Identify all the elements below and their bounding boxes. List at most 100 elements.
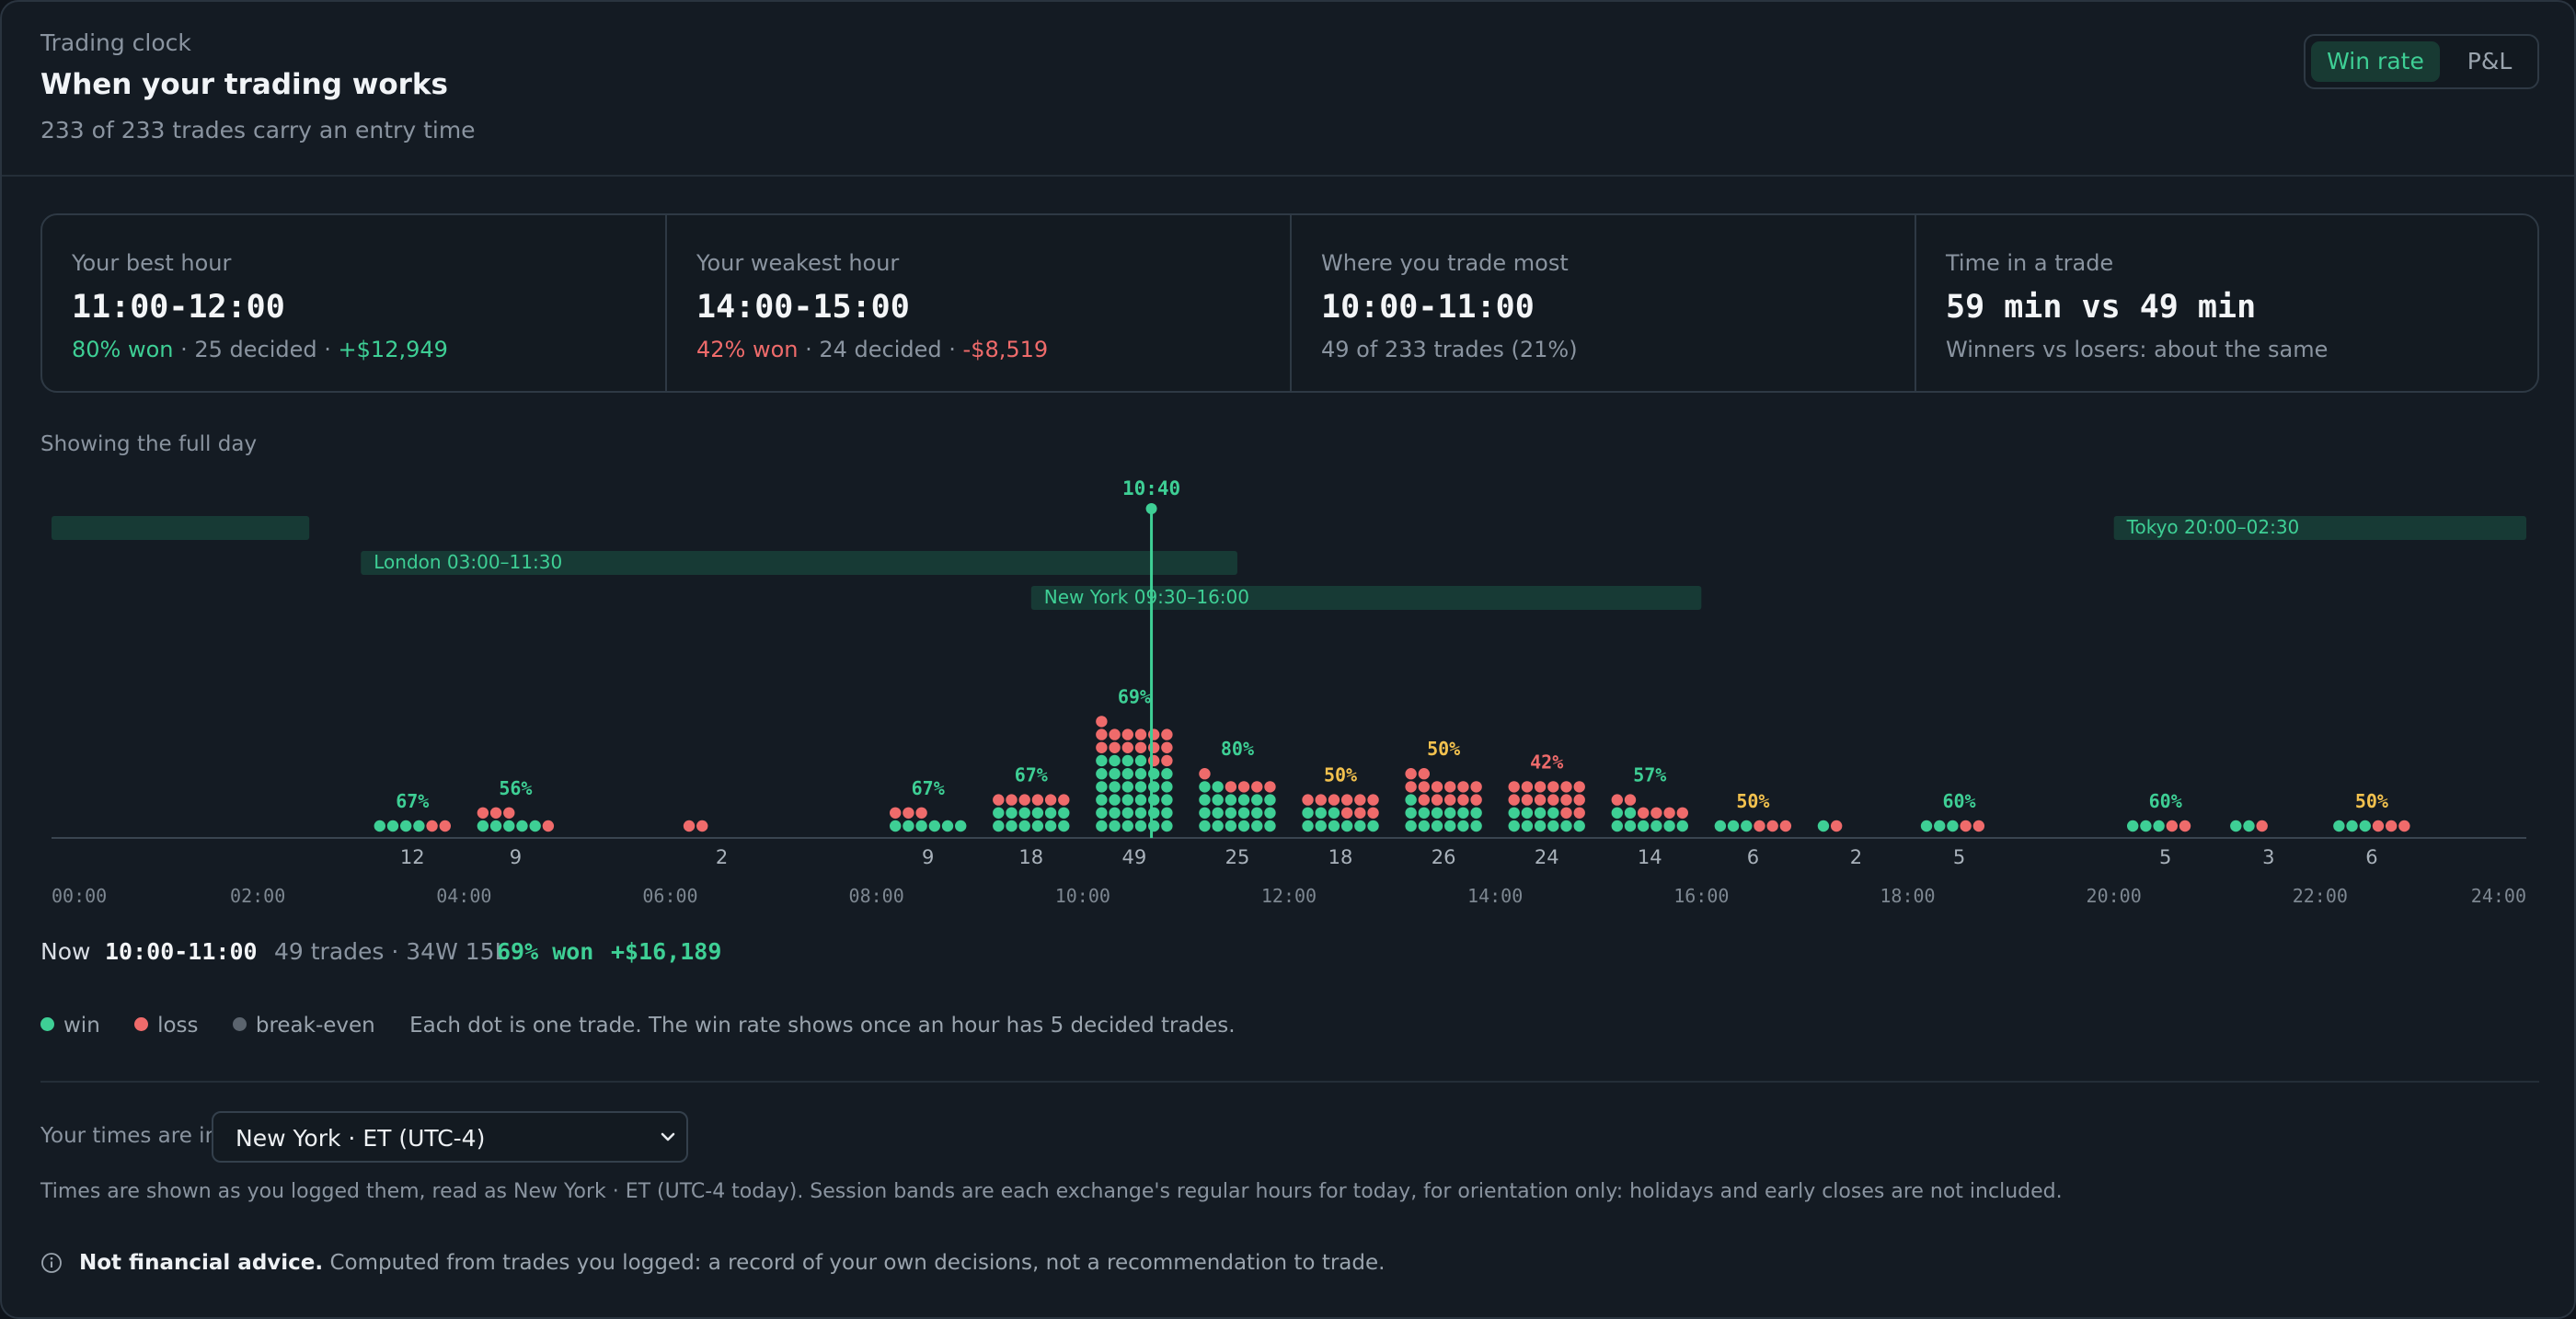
win-dot — [1470, 820, 1482, 832]
win-dot — [1251, 820, 1263, 832]
win-rate-label: 50% — [2355, 790, 2388, 812]
stat-note-pnl: -$8,519 — [962, 337, 1049, 362]
loss-dot — [1508, 781, 1520, 793]
toggle-win-rate[interactable]: Win rate — [2311, 41, 2440, 82]
stat-note-rate: 80% won — [72, 337, 174, 362]
loss-dot — [1624, 794, 1637, 806]
loss-dot — [1405, 768, 1417, 780]
loss-dot — [1444, 781, 1456, 793]
loss-dot — [903, 807, 914, 819]
win-dot — [1354, 820, 1366, 832]
loss-dot — [683, 820, 696, 832]
loss-dot — [1418, 794, 1431, 806]
win-dot — [1340, 820, 1353, 832]
win-dot — [2346, 820, 2358, 832]
win-dot — [1663, 820, 1675, 832]
loss-dot — [1560, 794, 1572, 806]
win-dot — [1328, 820, 1340, 832]
win-dot — [903, 820, 914, 832]
loss-dot — [1418, 768, 1431, 780]
loss-dot — [426, 820, 438, 832]
win-dot — [1161, 807, 1173, 819]
trading-clock-chart[interactable]: London 03:00–11:30 New York 09:30–16:00 To… — [2, 466, 2576, 908]
win-dot — [1212, 781, 1224, 793]
win-dot — [1121, 781, 1133, 793]
win-dot — [1031, 820, 1044, 832]
loss-dot — [1754, 820, 1765, 832]
stat-time-in-trade: Time in a trade 59 min vs 49 min Winners… — [1916, 215, 2541, 391]
loss-dot — [503, 807, 515, 819]
win-dot — [1560, 820, 1572, 832]
win-dot — [1058, 807, 1070, 819]
stat-label: Time in a trade — [1946, 250, 2114, 276]
stats-panel: Your best hour 11:00-12:00 80% won · 25 … — [40, 213, 2539, 393]
win-dot — [2127, 820, 2139, 832]
win-dot — [993, 807, 1005, 819]
win-dot — [1121, 794, 1133, 806]
stat-value: 59 min vs 49 min — [1946, 289, 2257, 326]
win-rate-label: 57% — [1633, 764, 1666, 786]
win-dot — [1044, 807, 1057, 819]
win-rate-label: 56% — [499, 777, 532, 799]
disclaimer-text: Computed from trades you logged: a recor… — [323, 1251, 1386, 1275]
win-dot — [1096, 820, 1108, 832]
loss-dot — [1611, 794, 1623, 806]
loss-dot — [1225, 781, 1237, 793]
loss-dot — [1315, 794, 1327, 806]
timezone-select[interactable]: New York · ET (UTC-4) — [212, 1111, 688, 1163]
win-dot — [1934, 820, 1946, 832]
win-dot — [2243, 820, 2255, 832]
win-dot — [1096, 807, 1108, 819]
loss-dot — [1521, 794, 1534, 806]
footer-divider — [40, 1081, 2539, 1083]
loss-dot — [1547, 781, 1559, 793]
stat-most-traded: Where you trade most 10:00-11:00 49 of 2… — [1292, 215, 1916, 391]
stat-value: 10:00-11:00 — [1321, 289, 1535, 326]
loss-dot — [1109, 741, 1121, 753]
win-dot — [1031, 807, 1044, 819]
win-dot — [1624, 820, 1637, 832]
win-dot — [1147, 794, 1160, 806]
x-axis-tick-label: 14:00 — [1467, 885, 1523, 907]
win-dot — [1251, 807, 1263, 819]
win-rate-label: 69% — [1118, 685, 1151, 707]
win-dot — [1121, 768, 1133, 780]
loss-dot — [2166, 820, 2179, 832]
win-dot — [1714, 820, 1727, 832]
page-title: When your trading works — [40, 68, 448, 101]
trade-count-label: 12 — [400, 846, 425, 868]
x-axis-tick-label: 04:00 — [436, 885, 491, 907]
win-dot — [1109, 794, 1121, 806]
win-dot — [1573, 820, 1585, 832]
win-dot — [1006, 807, 1018, 819]
loss-dot — [1960, 820, 1972, 832]
win-dot — [1121, 820, 1133, 832]
loss-dot — [1031, 794, 1044, 806]
legend-loss: loss — [134, 1014, 199, 1038]
win-dot — [399, 820, 412, 832]
win-rate-label: 67% — [396, 790, 429, 812]
x-axis-tick-label: 06:00 — [642, 885, 697, 907]
win-dot — [1161, 820, 1173, 832]
win-dot — [1018, 820, 1030, 832]
session-band-label: London 03:00–11:30 — [374, 551, 562, 573]
session-band-label: New York 09:30–16:00 — [1044, 586, 1249, 608]
win-dot — [1018, 807, 1030, 819]
loss-dot — [1779, 820, 1792, 832]
page-subtitle: 233 of 233 trades carry an entry time — [40, 117, 476, 143]
win-dot — [516, 820, 528, 832]
chevron-down-icon — [661, 1132, 675, 1141]
loss-dot — [1096, 716, 1108, 728]
win-dot — [1147, 820, 1160, 832]
win-dot — [1637, 820, 1650, 832]
toggle-pnl[interactable]: P&L — [2467, 48, 2513, 75]
win-dot — [1237, 794, 1250, 806]
win-dot — [1044, 820, 1057, 832]
trade-count-label: 3 — [2262, 846, 2274, 868]
win-dot — [1727, 820, 1740, 832]
loss-dot — [1560, 781, 1572, 793]
x-axis-tick-label: 12:00 — [1261, 885, 1317, 907]
win-dot — [1418, 807, 1431, 819]
win-dot — [1521, 807, 1534, 819]
